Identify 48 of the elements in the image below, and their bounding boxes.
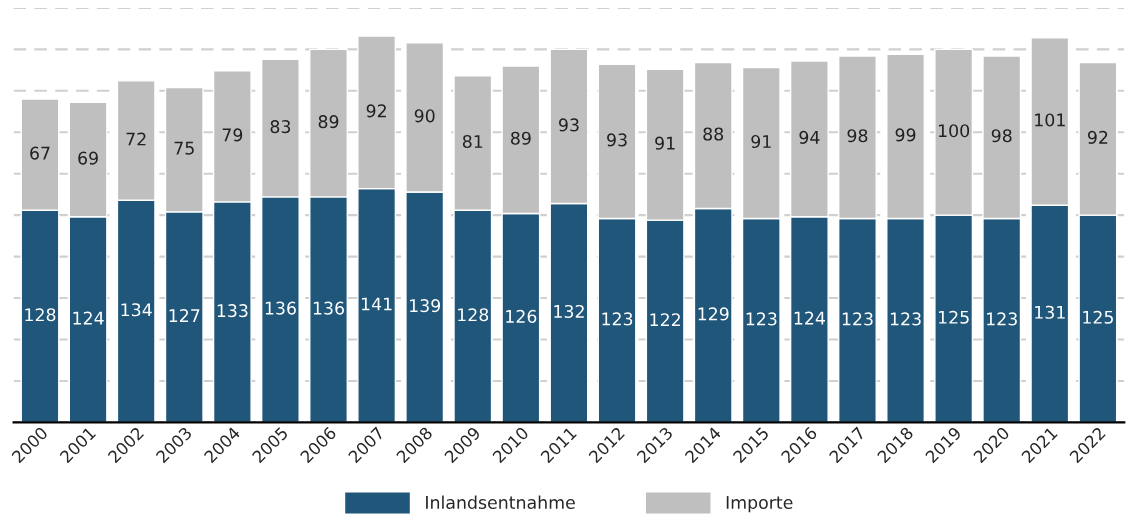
data-label: 131: [1035, 305, 1065, 319]
data-label: 132: [554, 304, 584, 319]
data-label: 129: [698, 307, 729, 321]
data-label: 69: [78, 151, 98, 165]
data-label: 128: [25, 308, 56, 322]
data-label: 93: [607, 133, 627, 147]
data-label: 123: [987, 312, 1017, 326]
data-label: 125: [1083, 310, 1113, 324]
data-label: 127: [169, 309, 200, 322]
data-label: 88: [703, 127, 724, 141]
data-label: 67: [30, 146, 50, 160]
data-label: 133: [217, 304, 248, 318]
data-label: 100: [938, 124, 970, 138]
data-label: 101: [1035, 113, 1065, 127]
data-label: 98: [991, 129, 1012, 143]
data-label: 81: [462, 134, 483, 149]
data-label: 72: [126, 132, 146, 146]
legend-label: Inlandsentnahme: [426, 495, 575, 509]
data-label: 123: [746, 312, 777, 326]
data-label: 91: [655, 136, 675, 150]
data-label: 123: [842, 312, 873, 326]
data-label: 94: [799, 130, 820, 144]
data-label: 136: [265, 301, 296, 315]
data-label: 99: [895, 128, 916, 142]
data-label: 141: [361, 297, 392, 311]
data-label: 124: [794, 311, 825, 325]
data-label: 126: [506, 309, 537, 323]
data-label: 136: [313, 301, 344, 315]
data-label: 92: [1087, 130, 1108, 144]
data-label: 98: [847, 129, 868, 143]
data-label: 128: [458, 308, 489, 322]
legend-label: Importe: [726, 496, 793, 513]
data-label: 83: [270, 120, 291, 134]
data-label: 139: [410, 299, 441, 313]
data-label: 122: [650, 313, 680, 327]
data-label: 125: [938, 310, 969, 324]
data-label: 75: [174, 141, 194, 155]
data-label: 123: [890, 312, 921, 326]
data-label: 89: [511, 131, 531, 145]
data-label: 79: [222, 128, 243, 142]
data-label: 123: [602, 312, 633, 326]
data-label: 89: [318, 115, 339, 129]
data-label: 93: [559, 118, 579, 132]
data-label: 90: [414, 109, 435, 123]
data-label: 92: [366, 104, 386, 118]
data-label: 134: [121, 303, 152, 317]
data-label: 91: [751, 134, 771, 149]
data-label: 124: [73, 311, 104, 325]
